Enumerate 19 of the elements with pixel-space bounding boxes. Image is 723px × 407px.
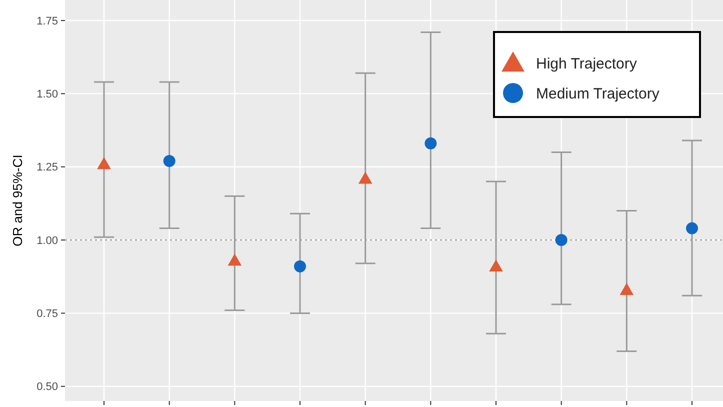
y-tick-label: 0.50 — [36, 381, 58, 394]
point — [228, 254, 242, 266]
y-tick-label: 0.75 — [36, 308, 58, 320]
point — [424, 137, 437, 150]
point — [555, 234, 568, 246]
point — [97, 157, 111, 170]
y-tick-label: 1.75 — [36, 15, 58, 28]
legend-label: Medium Trajectory — [536, 85, 660, 102]
y-tick-label: 1.00 — [36, 234, 58, 247]
point — [163, 154, 176, 167]
point — [358, 172, 372, 184]
point — [294, 260, 306, 272]
y-axis-title: OR and 95%-CI — [10, 154, 25, 246]
y-tick-label: 1.50 — [36, 88, 58, 101]
legend-label: High Trajectory — [536, 55, 638, 72]
point — [620, 282, 634, 295]
point — [686, 222, 698, 234]
point — [489, 259, 503, 272]
y-tick-label: 1.25 — [36, 162, 58, 174]
